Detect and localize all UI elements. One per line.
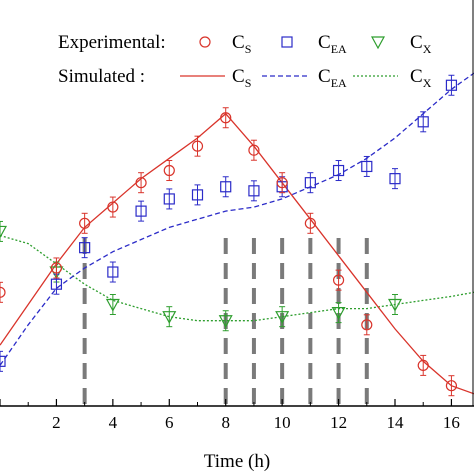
experimental-s-point — [0, 281, 6, 303]
experimental-ea-point — [304, 172, 316, 194]
legend-marker-s — [199, 36, 211, 48]
x-tick-label: 14 — [387, 413, 405, 432]
experimental-x-point — [387, 294, 403, 315]
experimental-s-point — [220, 107, 232, 129]
simulated-ea-line — [0, 72, 474, 366]
legend-row1-label: Experimental: — [58, 32, 166, 53]
experimental-s-point — [191, 135, 204, 157]
legend-marker-x — [370, 36, 386, 50]
experimental-ea-point — [163, 188, 175, 210]
experimental-ea-point — [107, 261, 119, 283]
experimental-ea-point — [79, 237, 91, 259]
x-tick-label: 2 — [52, 413, 61, 432]
x-tick-label: 10 — [274, 413, 291, 432]
simulated-s-line — [0, 112, 474, 395]
experimental-ea-point — [0, 350, 6, 372]
experimental-s-point — [248, 139, 260, 161]
experimental-x-point — [0, 220, 8, 242]
experimental-s-point — [332, 269, 345, 291]
x-tick-label: 4 — [109, 413, 118, 432]
marker-triangle — [0, 225, 8, 239]
experimental-x-point — [162, 306, 177, 328]
experimental-ea-point — [445, 74, 458, 96]
experimental-x-point — [331, 302, 346, 324]
legend-label-s-row2: CS — [232, 66, 251, 90]
experimental-s-point — [79, 212, 91, 234]
experimental-s-point — [445, 375, 458, 397]
experimental-s-point — [417, 354, 429, 376]
experimental-s-point — [135, 172, 147, 194]
axes: 2 4 6 8 10 12 14 16 — [0, 0, 474, 432]
experimental-ea-point — [389, 168, 401, 190]
experimental-ea-point — [417, 111, 429, 133]
x-tick-label: 6 — [165, 413, 174, 432]
x-tick-label: 16 — [443, 413, 460, 432]
experimental-ea-point — [361, 155, 373, 177]
experimental-ea-point — [135, 200, 147, 222]
legend: Experimental: Simulated : CS CS CEA CEA CX CX — [58, 32, 432, 90]
experimental-x-point — [105, 294, 120, 315]
experimental-x-point — [275, 306, 290, 328]
x-axis-title: Time (h) — [204, 451, 270, 472]
marker-circle — [0, 286, 6, 298]
marker-square — [0, 355, 6, 367]
experimental-ea-point — [332, 160, 345, 182]
legend-label-ea-row2: CEA — [318, 66, 347, 90]
x-tick-label: 8 — [221, 413, 230, 432]
experimental-s-point — [107, 196, 119, 218]
experimental-ea-point — [191, 184, 204, 206]
experimental-x-point — [218, 310, 233, 332]
legend-label-x-row2: CX — [410, 66, 432, 90]
experimental-s-point — [276, 172, 288, 194]
legend-row2-label: Simulated : — [58, 66, 145, 87]
legend-marker-ea — [281, 36, 293, 48]
experimental-ea-point — [220, 176, 232, 198]
legend-label-ea-row1: CEA — [318, 32, 347, 56]
plot-area — [0, 72, 474, 406]
experimental-s-point — [304, 212, 316, 234]
experimental-s-point — [361, 314, 373, 336]
experimental-s-point — [163, 160, 175, 182]
simulated-x-line — [0, 234, 474, 322]
legend-label-s-row1: CS — [232, 32, 251, 56]
experimental-s-point — [50, 257, 63, 279]
experimental-ea-point — [248, 180, 260, 202]
legend-label-x-row1: CX — [410, 32, 432, 56]
x-tick-label: 12 — [330, 413, 347, 432]
